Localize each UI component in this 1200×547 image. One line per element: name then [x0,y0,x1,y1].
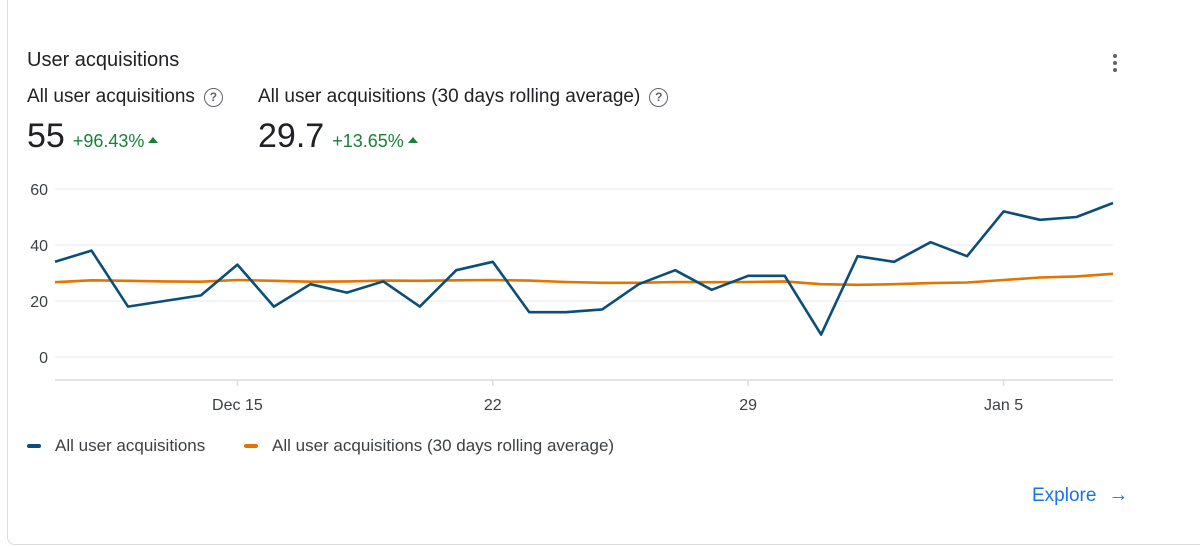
metric-value: 29.7 [258,117,325,155]
legend-item-series2[interactable]: All user acquisitions (30 days rolling a… [244,436,614,456]
metric-delta: +96.43% [73,131,159,152]
metric-delta: +13.65% [332,131,418,152]
legend-swatch [27,444,41,448]
x-tick-label: Dec 15 [212,397,263,414]
metric-row: 55 +96.43% [27,117,223,156]
x-tick-label: 22 [484,397,502,414]
metric-rolling-average: All user acquisitions (30 days rolling a… [258,86,669,156]
metric-row: 29.7 +13.65% [258,117,668,156]
y-tick-label: 20 [30,294,48,311]
metric-all-user-acquisitions: All user acquisitions ? 55 +96.43% [27,86,223,156]
trend-up-icon [148,136,159,143]
legend-label: All user acquisitions (30 days rolling a… [272,436,615,455]
metric-delta-text: +96.43% [72,131,145,151]
explore-label: Explore [1032,484,1097,506]
legend-item-series1[interactable]: All user acquisitions [27,436,205,456]
line-chart: 0 20 40 60 Dec 15 22 29 Jan 5 [30,182,1114,414]
metric-value: 55 [27,117,65,155]
help-circle-icon[interactable]: ? [203,87,223,107]
metric-label: All user acquisitions ? [27,86,223,108]
arrow-right-icon: → [1108,484,1129,506]
metric-label-text: All user acquisitions [27,86,195,107]
explore-link[interactable]: Explore → [1032,484,1128,507]
y-tick-label: 0 [39,350,48,367]
trend-up-icon [407,136,418,143]
metric-delta-text: +13.65% [332,131,404,151]
y-tick-label: 40 [30,238,48,255]
legend-swatch [244,444,258,448]
metric-label-text: All user acquisitions (30 days rolling a… [258,86,641,107]
series-line-all-user-acquisitions [54,201,1114,336]
more-vert-icon[interactable] [1104,54,1126,78]
y-tick-label: 60 [30,182,48,199]
metric-label: All user acquisitions (30 days rolling a… [258,86,669,108]
help-circle-icon[interactable]: ? [649,87,669,107]
legend-label: All user acquisitions [55,436,206,455]
x-tick-label: 29 [739,397,757,414]
series-line-rolling-average [54,272,1114,287]
card-title: User acquisitions [27,49,180,71]
x-tick-label: Jan 5 [984,397,1023,414]
